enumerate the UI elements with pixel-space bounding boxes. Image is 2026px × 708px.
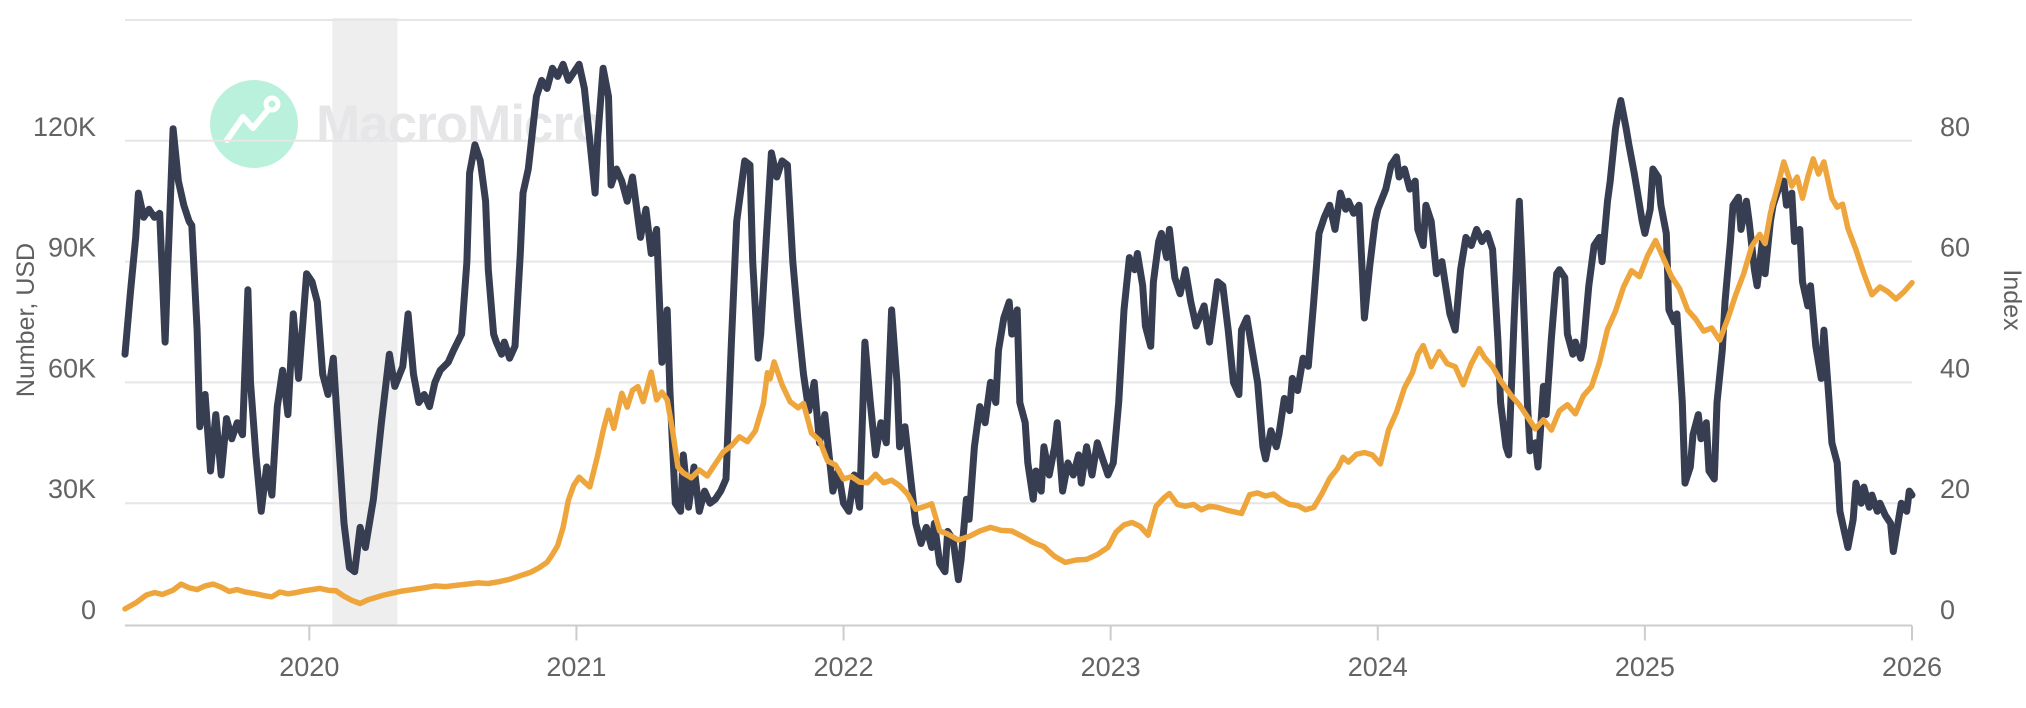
y-right-label-80: 80 — [1940, 112, 1970, 142]
series-line-index — [122, 156, 1915, 612]
watermark-text: MacroMicro — [316, 95, 603, 154]
series-lines — [121, 60, 1916, 612]
axes: 2020 2021 2022 2023 2024 2025 2026 0 30K 60K 90K 12… — [33, 112, 1970, 682]
y-left-label-90K: 90K — [48, 233, 96, 263]
x-label-2020: 2020 — [279, 652, 339, 682]
y-left-label-0: 0 — [81, 595, 96, 625]
y-right-label-0: 0 — [1940, 595, 1955, 625]
logo-mountain-line — [224, 107, 271, 143]
right-axis-title: Index — [1998, 269, 2026, 331]
y-right-label-60: 60 — [1940, 233, 1970, 263]
x-label-2026: 2026 — [1882, 652, 1942, 682]
x-label-2025: 2025 — [1615, 652, 1675, 682]
y-left-label-30K: 30K — [48, 474, 96, 504]
y-left-label-120K: 120K — [33, 112, 96, 142]
y-right-label-20: 20 — [1940, 474, 1970, 504]
x-label-2024: 2024 — [1348, 652, 1408, 682]
y-left-label-60K: 60K — [48, 353, 96, 383]
plot-area[interactable] — [125, 18, 1912, 625]
x-label-2023: 2023 — [1081, 652, 1141, 682]
logo-ring — [263, 95, 281, 113]
watermark: MacroMicro — [210, 80, 604, 168]
series-line-number-usd — [121, 60, 1916, 584]
y-right-label-40: 40 — [1940, 353, 1970, 383]
left-axis-title: Number, USD — [12, 243, 40, 397]
x-label-2021: 2021 — [546, 652, 606, 682]
x-label-2022: 2022 — [814, 652, 874, 682]
